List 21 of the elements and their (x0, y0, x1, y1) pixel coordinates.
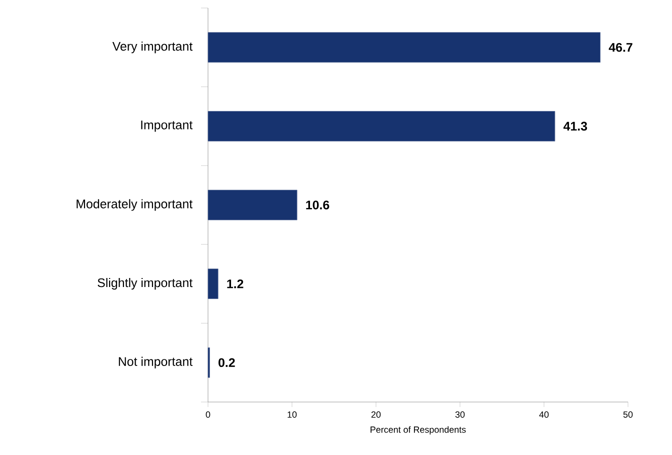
x-tick-label: 30 (455, 411, 465, 418)
bar (208, 32, 600, 63)
bar (208, 190, 298, 220)
data-label: 46.7 (608, 43, 632, 52)
y-tick-label: Moderately important (76, 199, 193, 211)
x-tick-label: 40 (539, 411, 549, 418)
y-tick-label: Very important (112, 42, 193, 54)
x-tick-label: 0 (206, 411, 210, 418)
data-label: 0.2 (218, 358, 235, 368)
y-tick-label: Important (141, 120, 193, 132)
x-axis-title: Percent of Respondents (370, 426, 466, 435)
y-tick-label: Not important (118, 356, 193, 368)
x-tick-label: 10 (288, 411, 297, 418)
data-label: 41.3 (563, 122, 588, 131)
y-tick-label: Slightly important (98, 278, 193, 290)
data-label: 1.2 (227, 279, 244, 288)
x-tick-label: 50 (623, 411, 633, 418)
bar (208, 268, 218, 299)
data-label: 10.6 (306, 200, 330, 210)
x-tick-label: 20 (371, 411, 381, 418)
bar (208, 111, 556, 142)
